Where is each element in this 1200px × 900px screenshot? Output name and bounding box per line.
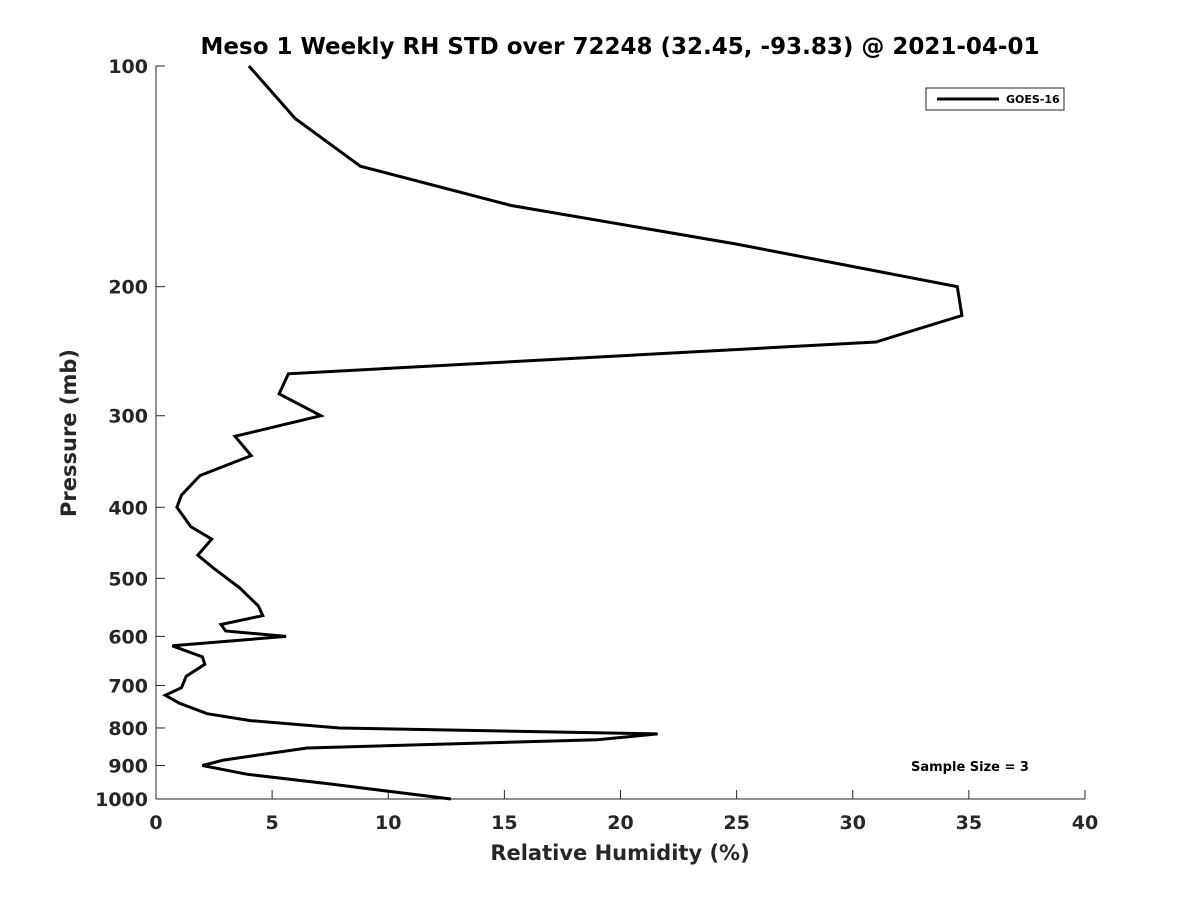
x-tick-label: 25 bbox=[723, 812, 749, 834]
y-tick-label: 700 bbox=[108, 675, 148, 697]
x-axis-ticks: 0 5 10 15 20 25 30 35 40 bbox=[149, 790, 1098, 834]
y-tick-label: 400 bbox=[108, 497, 148, 519]
y-axis-ticks: 100 200 300 400 500 600 700 800 900 1000 bbox=[95, 56, 165, 811]
y-tick-label: 300 bbox=[108, 406, 148, 428]
x-tick-label: 15 bbox=[491, 812, 517, 834]
y-tick-label: 900 bbox=[108, 755, 148, 777]
x-tick-label: 5 bbox=[266, 812, 279, 834]
y-tick-label: 1000 bbox=[95, 789, 148, 811]
y-tick-label: 600 bbox=[108, 626, 148, 648]
x-tick-label: 10 bbox=[375, 812, 401, 834]
x-tick-label: 40 bbox=[1072, 812, 1098, 834]
sample-size-annotation: Sample Size = 3 bbox=[911, 760, 1029, 775]
y-axis-label: Pressure (mb) bbox=[57, 349, 81, 517]
legend-entry-goes-16: GOES-16 bbox=[1006, 93, 1060, 106]
x-axis-label: Relative Humidity (%) bbox=[490, 841, 749, 865]
y-tick-label: 500 bbox=[108, 568, 148, 590]
series-line-goes-16 bbox=[162, 65, 964, 801]
x-tick-label: 35 bbox=[956, 812, 982, 834]
legend: GOES-16 bbox=[925, 87, 1065, 111]
x-tick-label: 0 bbox=[149, 812, 162, 834]
y-tick-label: 800 bbox=[108, 718, 148, 740]
x-tick-label: 30 bbox=[840, 812, 866, 834]
y-tick-label: 200 bbox=[108, 277, 148, 299]
x-tick-label: 20 bbox=[607, 812, 633, 834]
y-tick-label: 100 bbox=[108, 56, 148, 78]
chart-title: Meso 1 Weekly RH STD over 72248 (32.45, … bbox=[201, 34, 1040, 60]
